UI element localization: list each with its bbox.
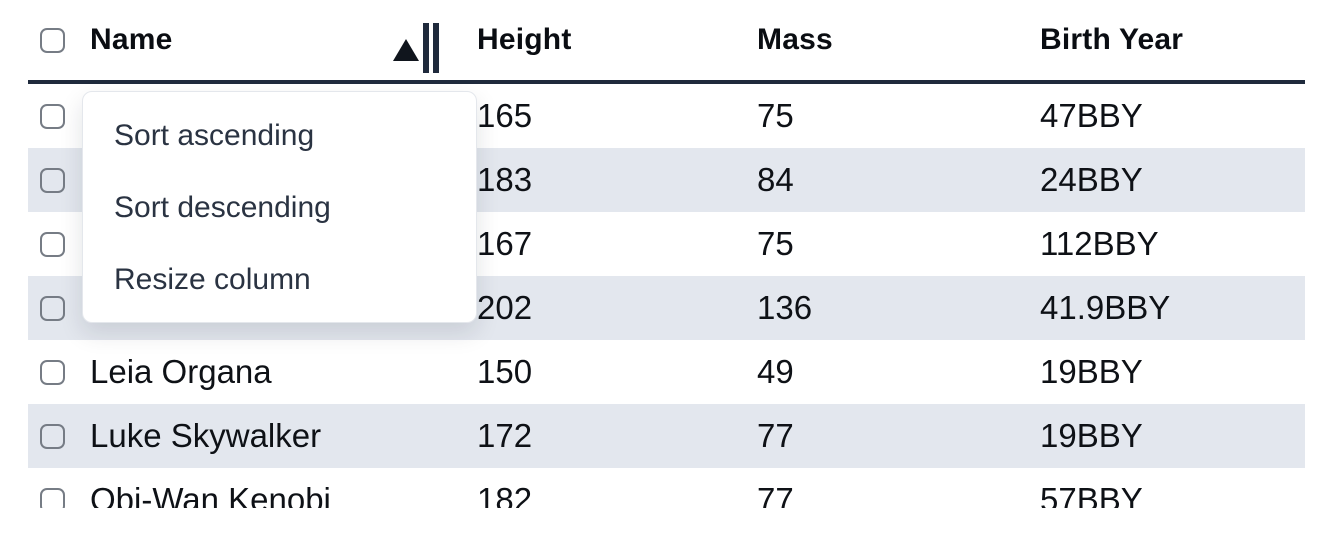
row-checkbox-cell <box>28 103 90 129</box>
column-header-birth-year[interactable]: Birth Year <box>1040 23 1184 56</box>
cell-mass: 77 <box>757 481 794 508</box>
table-header: Name Height Mass Birth Year <box>28 0 1305 84</box>
cell-mass: 75 <box>757 225 794 262</box>
row-checkbox[interactable] <box>40 295 65 321</box>
column-header-height[interactable]: Height <box>477 23 572 56</box>
row-checkbox-cell <box>28 423 90 449</box>
select-all-checkbox[interactable] <box>40 27 65 53</box>
cell-name: Luke Skywalker <box>90 417 322 454</box>
cell-mass: 84 <box>757 161 794 198</box>
cell-mass: 75 <box>757 97 794 134</box>
row-checkbox[interactable] <box>40 487 65 508</box>
cell-name: Leia Organa <box>90 353 272 390</box>
menu-item-sort-ascending[interactable]: Sort ascending <box>114 119 315 152</box>
cell-height: 202 <box>477 289 533 326</box>
row-checkbox[interactable] <box>40 423 65 449</box>
column-resize-handle-icon[interactable] <box>423 23 439 73</box>
menu-item-resize-column[interactable]: Resize column <box>114 263 311 296</box>
table-row: Luke Skywalker 172 77 19BBY <box>28 404 1305 468</box>
column-header-name-label: Name <box>90 23 173 56</box>
cell-height: 167 <box>477 225 533 262</box>
table-row: Leia Organa 150 49 19BBY <box>28 340 1305 404</box>
column-header-mass[interactable]: Mass <box>757 23 833 56</box>
cell-birth-year: 112BBY <box>1040 225 1159 262</box>
cell-height: 150 <box>477 353 533 390</box>
row-checkbox[interactable] <box>40 103 65 129</box>
cell-mass: 77 <box>757 417 794 454</box>
row-checkbox-cell <box>28 231 90 257</box>
cell-birth-year: 19BBY <box>1040 353 1143 390</box>
cell-height: 182 <box>477 481 533 508</box>
cell-name: Obi-Wan Kenobi <box>90 481 331 508</box>
row-checkbox[interactable] <box>40 167 65 193</box>
cell-birth-year: 47BBY <box>1040 97 1143 134</box>
cell-birth-year: 24BBY <box>1040 161 1143 198</box>
row-checkbox[interactable] <box>40 359 65 385</box>
resize-bar-left <box>423 23 429 73</box>
row-checkbox-cell <box>28 295 90 321</box>
table-row: 165 75 47BBY <box>28 84 1305 148</box>
row-checkbox[interactable] <box>40 231 65 257</box>
resize-bar-right <box>433 23 439 73</box>
row-checkbox-cell <box>28 167 90 193</box>
cell-mass: 49 <box>757 353 794 390</box>
cell-birth-year: 57BBY <box>1040 481 1143 508</box>
menu-item-sort-descending[interactable]: Sort descending <box>114 191 331 224</box>
sort-ascending-icon <box>393 39 419 61</box>
cell-birth-year: 41.9BBY <box>1040 289 1171 326</box>
cell-birth-year: 19BBY <box>1040 417 1143 454</box>
cell-height: 172 <box>477 417 533 454</box>
row-checkbox-cell <box>28 487 90 508</box>
cell-height: 165 <box>477 97 533 134</box>
select-all-cell <box>28 27 90 53</box>
column-header-name[interactable]: Name <box>90 0 477 80</box>
column-context-menu: Sort ascending Sort descending Resize co… <box>82 91 477 323</box>
table-row: 167 75 112BBY <box>28 212 1305 276</box>
cell-mass: 136 <box>757 289 813 326</box>
cell-height: 183 <box>477 161 533 198</box>
row-checkbox-cell <box>28 359 90 385</box>
table-row: Obi-Wan Kenobi 182 77 57BBY <box>28 468 1305 508</box>
